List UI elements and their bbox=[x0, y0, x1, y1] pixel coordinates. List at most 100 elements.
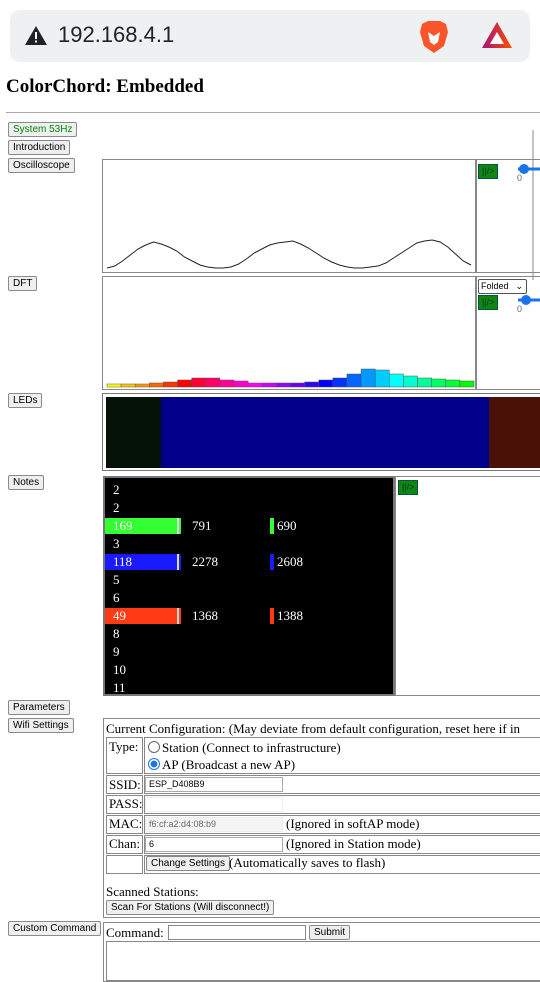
dft-bar bbox=[233, 380, 249, 388]
submit-button[interactable]: Submit bbox=[309, 925, 351, 940]
note-cell: 5 bbox=[113, 572, 120, 587]
dft-bar bbox=[219, 379, 235, 388]
note-bar bbox=[105, 518, 181, 534]
page-title: ColorChord: Embedded bbox=[6, 76, 204, 97]
osc-slider[interactable] bbox=[512, 130, 540, 280]
dft-bar bbox=[445, 379, 461, 388]
notes-button[interactable]: Notes bbox=[8, 475, 45, 490]
dft-bar bbox=[134, 383, 150, 388]
bat-icon[interactable] bbox=[481, 20, 513, 50]
dft-bar bbox=[304, 381, 319, 388]
cell bbox=[144, 835, 540, 854]
radio-label: AP (Broadcast a new AP) bbox=[162, 757, 296, 772]
note-cell: 9 bbox=[113, 644, 120, 659]
note-small-bar bbox=[270, 518, 274, 534]
dft-slider[interactable] bbox=[512, 292, 540, 308]
dft-bar bbox=[332, 377, 348, 388]
dft-bar bbox=[247, 382, 263, 388]
cell bbox=[144, 855, 540, 874]
note-cell: 690 bbox=[277, 518, 297, 533]
dft-bar bbox=[431, 378, 447, 388]
dft-bar bbox=[191, 377, 207, 388]
note-cell: 1388 bbox=[277, 608, 303, 623]
oscilloscope-canvas bbox=[102, 159, 476, 273]
divider bbox=[6, 112, 540, 113]
command-output bbox=[106, 941, 540, 981]
url[interactable]: 192.168.4.1 bbox=[58, 22, 175, 47]
system-button[interactable]: System 53Hz bbox=[8, 122, 78, 137]
command-input[interactable] bbox=[168, 925, 306, 940]
dft-bar bbox=[290, 382, 305, 388]
dft-bar bbox=[403, 375, 418, 388]
change-settings-button[interactable]: Change Settings bbox=[146, 856, 230, 871]
dft-bar bbox=[120, 383, 136, 388]
oscilloscope-button[interactable]: Oscilloscope bbox=[8, 158, 75, 173]
dft-bar bbox=[389, 373, 404, 388]
scan-button[interactable]: Scan For Stations (Will disconnect!) bbox=[106, 900, 275, 915]
brave-icon[interactable] bbox=[418, 20, 450, 54]
dft-bar bbox=[276, 382, 291, 388]
notes-panel: 2 2 169 791 690 3 118 2278 2608 5 6 49 1368 1388 8 9 10 1… bbox=[103, 476, 395, 696]
pause-button[interactable]: ||/> bbox=[478, 295, 499, 310]
led bbox=[106, 397, 161, 468]
mode-select[interactable]: Folded ⌄ bbox=[478, 279, 527, 294]
dft-bar bbox=[318, 379, 334, 388]
parameters-button[interactable]: Parameters bbox=[8, 700, 70, 715]
note-small-bar bbox=[270, 608, 274, 624]
cell bbox=[106, 855, 143, 874]
note-bar-edge bbox=[177, 608, 179, 624]
dft-bar bbox=[149, 382, 164, 388]
note-cell: 8 bbox=[113, 626, 120, 641]
dft-button[interactable]: DFT bbox=[8, 276, 38, 291]
pass-input[interactable] bbox=[145, 797, 283, 812]
note-cell: 118 bbox=[113, 554, 133, 569]
warning-icon bbox=[25, 26, 47, 45]
note-cell: 1368 bbox=[192, 608, 218, 623]
cell bbox=[144, 775, 540, 794]
note: (Ignored in Station mode) bbox=[286, 836, 421, 851]
note-cell: 10 bbox=[113, 662, 126, 677]
led bbox=[161, 397, 489, 468]
dft-bar bbox=[360, 368, 376, 388]
cell bbox=[106, 835, 143, 854]
cell bbox=[106, 815, 143, 834]
introduction-button[interactable]: Introduction bbox=[8, 140, 71, 155]
type-cell bbox=[144, 737, 540, 774]
slider-value: 0 bbox=[517, 304, 523, 314]
dft-bar bbox=[177, 379, 192, 388]
oscilloscope-controls bbox=[476, 159, 540, 273]
note-bar bbox=[105, 554, 181, 570]
pause-button[interactable]: ||/> bbox=[398, 480, 419, 495]
command-label: Command: bbox=[106, 925, 164, 940]
label: Type: bbox=[109, 739, 139, 754]
command-button[interactable]: Custom Command bbox=[8, 921, 102, 936]
current-config: Current Configuration: (May deviate from… bbox=[106, 721, 521, 736]
waveform bbox=[106, 239, 472, 269]
dft-bar bbox=[346, 373, 362, 388]
slider-value: 0 bbox=[517, 173, 523, 183]
dft-canvas bbox=[102, 276, 476, 390]
note-small-bar bbox=[270, 554, 274, 570]
note-cell: 2 bbox=[113, 500, 120, 515]
chan-input[interactable]: 6 bbox=[145, 837, 283, 852]
pause-button[interactable]: ||/> bbox=[478, 164, 499, 179]
radio-checked[interactable] bbox=[148, 758, 160, 770]
radio[interactable] bbox=[148, 741, 160, 753]
dft-controls bbox=[476, 276, 540, 390]
wifi-panel bbox=[103, 718, 540, 918]
note: (Automatically saves to flash) bbox=[229, 855, 386, 870]
type-label-cell bbox=[106, 737, 143, 774]
note-cell: 6 bbox=[113, 590, 120, 605]
wifi-button[interactable]: Wifi Settings bbox=[8, 718, 74, 733]
cell bbox=[144, 795, 540, 814]
label: Chan: bbox=[109, 836, 141, 851]
cell bbox=[144, 815, 540, 834]
mac-input: f6:cf:a2:d4:08:b9 bbox=[145, 817, 283, 832]
note-cell: 3 bbox=[113, 536, 120, 551]
notes-controls bbox=[395, 476, 540, 696]
note-cell: 2 bbox=[113, 482, 120, 497]
leds-button[interactable]: LEDs bbox=[8, 393, 43, 408]
ssid-input[interactable]: ESP_D408B9 bbox=[145, 777, 283, 792]
note-cell: 49 bbox=[113, 608, 126, 623]
